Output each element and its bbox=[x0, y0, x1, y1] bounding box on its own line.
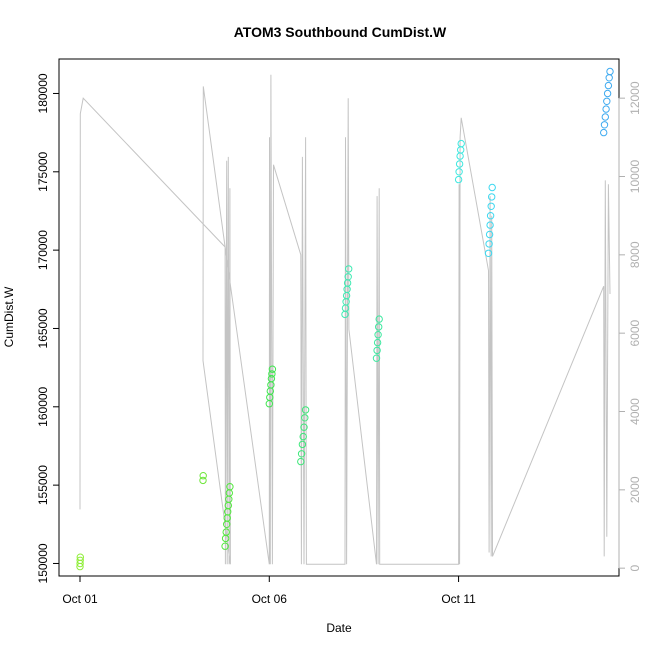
y-tick-label: 165000 bbox=[36, 308, 50, 348]
data-point bbox=[605, 74, 613, 82]
data-point bbox=[301, 414, 309, 422]
data-point bbox=[374, 331, 382, 339]
data-point bbox=[76, 553, 85, 561]
y-axis-left: 150000 155000 160000 165000 170000 175000 1800… bbox=[36, 73, 60, 583]
data-point bbox=[488, 193, 496, 201]
data-point bbox=[603, 97, 611, 106]
data-point bbox=[602, 105, 610, 113]
data-point bbox=[486, 221, 494, 229]
data-point bbox=[268, 365, 277, 373]
y-tick-label: 180000 bbox=[36, 73, 50, 113]
y-right-tick-label: 6000 bbox=[628, 319, 642, 346]
data-point bbox=[297, 457, 305, 466]
x-tick-label: Oct 11 bbox=[441, 592, 476, 606]
data-point bbox=[344, 273, 352, 281]
y-right-tick-label: 12000 bbox=[628, 81, 642, 115]
y-right-tick-label: 8000 bbox=[628, 241, 642, 268]
data-point bbox=[485, 230, 494, 239]
data-point bbox=[298, 440, 307, 449]
y-right-tick-label: 2000 bbox=[628, 476, 642, 503]
x-tick-label: Oct 06 bbox=[252, 592, 288, 606]
data-point bbox=[199, 472, 207, 480]
y-right-tick-label: 10000 bbox=[628, 159, 642, 193]
data-point bbox=[457, 139, 465, 148]
data-point bbox=[372, 354, 381, 362]
plot-frame bbox=[58, 58, 620, 577]
data-point bbox=[485, 240, 493, 248]
data-point bbox=[221, 542, 229, 550]
data-point bbox=[488, 183, 496, 192]
data-point bbox=[484, 249, 493, 258]
data-point bbox=[600, 121, 609, 129]
data-point bbox=[226, 483, 234, 491]
data-point bbox=[486, 212, 495, 220]
plot-area bbox=[76, 67, 614, 571]
y-axis-right: 0 2000 4000 6000 8000 10000 12000 bbox=[618, 81, 642, 572]
data-point bbox=[487, 202, 495, 211]
y-tick-label: 160000 bbox=[36, 386, 50, 426]
data-point bbox=[267, 374, 276, 383]
data-point bbox=[373, 338, 382, 347]
data-point bbox=[373, 346, 381, 355]
x-axis-label: Date bbox=[326, 621, 352, 635]
x-axis: Oct 01 Oct 06 Oct 11 bbox=[62, 575, 476, 606]
data-point bbox=[603, 89, 612, 98]
data-point bbox=[375, 323, 383, 331]
y-right-tick-label: 4000 bbox=[628, 398, 642, 425]
data-point bbox=[268, 370, 276, 378]
data-point bbox=[457, 146, 465, 154]
y-tick-label: 175000 bbox=[36, 151, 50, 191]
data-point bbox=[76, 556, 84, 564]
data-point bbox=[454, 175, 463, 184]
data-point bbox=[301, 406, 310, 414]
data-point bbox=[601, 113, 609, 121]
data-point bbox=[199, 476, 207, 485]
data-point bbox=[297, 450, 306, 458]
data-point bbox=[455, 160, 464, 168]
data-point bbox=[375, 315, 383, 323]
data-point bbox=[222, 528, 230, 536]
data-point bbox=[600, 128, 608, 137]
y-right-tick-label: 0 bbox=[628, 565, 642, 572]
y-tick-label: 150000 bbox=[36, 543, 50, 583]
data-point bbox=[606, 67, 614, 76]
data-point bbox=[299, 432, 307, 441]
trip-distance-line bbox=[79, 74, 611, 565]
y-tick-label: 155000 bbox=[36, 465, 50, 505]
data-point bbox=[345, 265, 353, 273]
data-point bbox=[455, 168, 463, 176]
y-tick-label: 170000 bbox=[36, 230, 50, 270]
data-point bbox=[604, 81, 613, 90]
x-tick-label: Oct 01 bbox=[62, 592, 98, 606]
data-point bbox=[300, 423, 308, 431]
chart-title: ATOM3 Southbound CumDist.W bbox=[234, 24, 447, 40]
y-axis-label: CumDist.W bbox=[2, 286, 16, 347]
